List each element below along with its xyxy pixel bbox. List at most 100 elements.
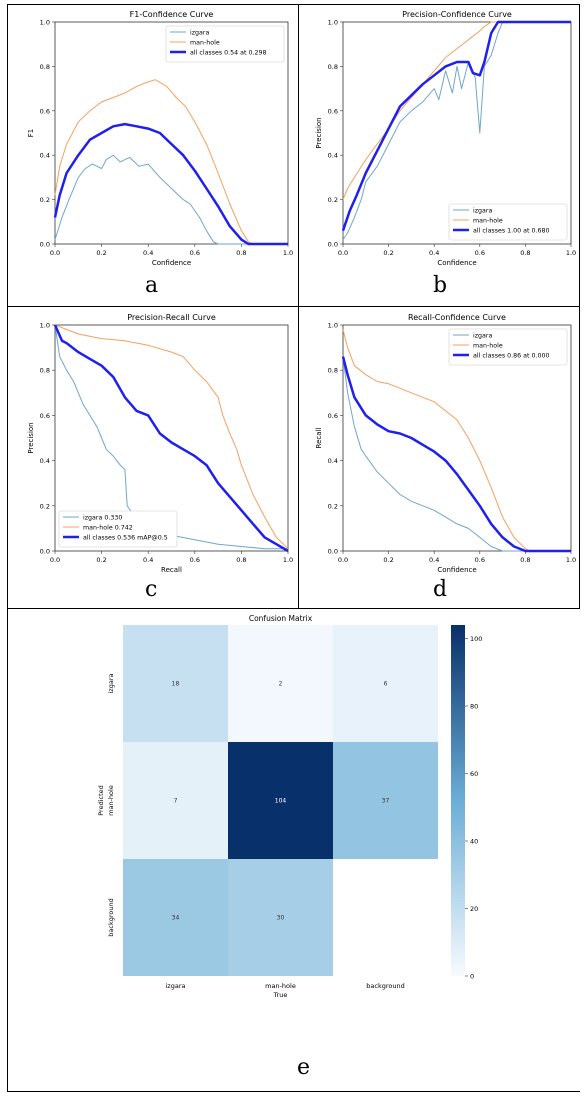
cell-value: 2	[279, 681, 283, 688]
series-line-1	[54, 79, 288, 245]
x-tick-label: 0.0	[338, 556, 348, 564]
figure-frame: F1-Confidence Curve 0.0 0.2 0.4 0.6 0.8 1.0 0.0…	[7, 4, 580, 1092]
chart-title: F1-Confidence Curve	[130, 10, 214, 19]
y-tick-label: 0.2	[328, 196, 338, 204]
x-tick-label: 0.4	[143, 249, 153, 257]
series-line-1	[342, 21, 571, 200]
panel-label-e: e	[297, 1055, 311, 1080]
x-tick-label: 1.0	[566, 249, 576, 257]
y-category-label: background	[107, 898, 115, 936]
y-tick-label: 0.8	[328, 367, 338, 375]
series-line-1	[54, 324, 289, 550]
cell-value: 7	[174, 798, 178, 805]
matrix-cell	[123, 625, 228, 742]
legend-box	[58, 510, 178, 548]
y-tick-label: 0.4	[328, 457, 338, 465]
precision-recall-chart: Precision-Recall Curve 0.0 0.2 0.4 0.6 0.8 1.0…	[27, 313, 293, 574]
y-tick-label: 0.6	[40, 412, 50, 420]
legend-label: all classes 0.536 mAP@0.5	[83, 534, 168, 542]
precision-confidence-chart: Precision-Confidence Curve 0.0 0.2 0.4 0.6 0.…	[315, 10, 576, 267]
x-axis-label: Confidence	[152, 259, 191, 267]
y-tick-label: 0.2	[328, 502, 338, 510]
f1-confidence-chart: F1-Confidence Curve 0.0 0.2 0.4 0.6 0.8 1.0 0.0…	[27, 10, 293, 267]
border-row2	[7, 608, 580, 609]
y-tick-label: 0.8	[40, 63, 50, 71]
y-category-label: man-hole	[107, 785, 115, 816]
colorbar-tick-label: 100	[470, 635, 482, 643]
recall-confidence-chart: Recall-Confidence Curve 0.0 0.2 0.4 0.6 0.8 1.…	[315, 313, 576, 574]
matrix-cell	[123, 859, 228, 976]
y-axis-label: F1	[27, 129, 35, 137]
panel-b: Precision-Confidence Curve 0.0 0.2 0.4 0.6 0.…	[299, 5, 579, 306]
y-tick-label: 1.0	[328, 19, 338, 27]
colorbar-tick-label: 80	[470, 703, 478, 711]
panel-label-d: d	[433, 577, 448, 602]
x-tick-label: 0.6	[475, 556, 485, 564]
x-tick-label: 0.4	[429, 556, 439, 564]
y-axis-label: Precision	[315, 117, 323, 148]
series-line-2	[341, 20, 571, 232]
x-tick-label: 0.0	[50, 249, 60, 257]
y-tick-label: 0.6	[40, 107, 50, 115]
x-tick-label: 0.6	[475, 249, 485, 257]
y-tick-label: 0.8	[40, 367, 50, 375]
border-top	[7, 4, 580, 5]
legend-label: all classes 0.54 at 0.298	[190, 50, 267, 57]
y-axis-label: Predicted	[97, 785, 105, 816]
panel-d: Recall-Confidence Curve 0.0 0.2 0.4 0.6 0.8 1.…	[299, 307, 579, 608]
cell-value: 6	[384, 681, 388, 688]
y-tick-label: 0.4	[40, 152, 50, 160]
panel-c: Precision-Recall Curve 0.0 0.2 0.4 0.6 0.8 1.0…	[8, 307, 298, 608]
series-line-2	[341, 356, 571, 553]
series-line-0	[342, 356, 571, 552]
cell-value: 30	[277, 915, 285, 922]
matrix-cell	[228, 625, 333, 742]
x-category-label: izgara	[166, 982, 186, 990]
x-tick-label: 0.8	[236, 249, 246, 257]
x-axis-label: Confidence	[437, 259, 476, 267]
legend-box	[448, 203, 568, 241]
panel-e: Confusion Matrix 18 2 6 7 104 37 34 30 izgara man-…	[8, 609, 579, 1091]
legend-label: izgara	[473, 333, 492, 340]
series-line-1	[342, 329, 571, 552]
y-tick-label: 0.4	[40, 457, 50, 465]
chart-title: Confusion Matrix	[249, 614, 313, 623]
y-tick-label: 0.0	[40, 548, 50, 556]
border-row1	[7, 306, 580, 307]
x-tick-label: 0.6	[190, 249, 200, 257]
y-tick-label: 1.0	[40, 19, 50, 27]
legend-label: man-hole	[190, 40, 220, 47]
cell-value: 34	[172, 915, 180, 922]
y-axis-label: Precision	[27, 422, 35, 453]
x-tick-label: 0.4	[429, 249, 439, 257]
y-tick-label: 0.6	[328, 107, 338, 115]
border-bottom	[7, 1091, 580, 1092]
x-axis-label: Confidence	[437, 566, 476, 574]
series-line-2	[53, 122, 288, 246]
x-tick-label: 0.8	[520, 556, 530, 564]
panel-a: F1-Confidence Curve 0.0 0.2 0.4 0.6 0.8 1.0 0.0…	[8, 5, 298, 306]
x-tick-label: 0.4	[143, 556, 153, 564]
colorbar-tick-label: 40	[470, 838, 478, 846]
chart-title: Precision-Confidence Curve	[402, 10, 512, 19]
x-tick-label: 0.0	[50, 556, 60, 564]
cell-value: 18	[172, 681, 180, 688]
x-tick-label: 1.0	[283, 249, 293, 257]
legend-label: man-hole	[473, 343, 503, 350]
y-category-label: izgara	[107, 673, 115, 693]
chart-title: Precision-Recall Curve	[127, 313, 216, 322]
x-tick-label: 0.2	[96, 556, 106, 564]
series-line-2	[53, 324, 289, 553]
legend-label: man-hole	[473, 218, 503, 225]
confusion-matrix-chart: Confusion Matrix 18 2 6 7 104 37 34 30 izgara man-…	[97, 614, 482, 999]
series-line-0	[54, 324, 288, 550]
x-tick-label: 0.8	[236, 556, 246, 564]
matrix-cell	[228, 859, 333, 976]
y-tick-label: 1.0	[40, 322, 50, 330]
panel-label-b: b	[433, 273, 448, 298]
x-tick-label: 0.0	[338, 249, 348, 257]
border-mid	[298, 4, 299, 609]
y-tick-label: 0.6	[328, 412, 338, 420]
x-tick-label: 1.0	[283, 556, 293, 564]
y-axis-label: Recall	[315, 428, 323, 449]
